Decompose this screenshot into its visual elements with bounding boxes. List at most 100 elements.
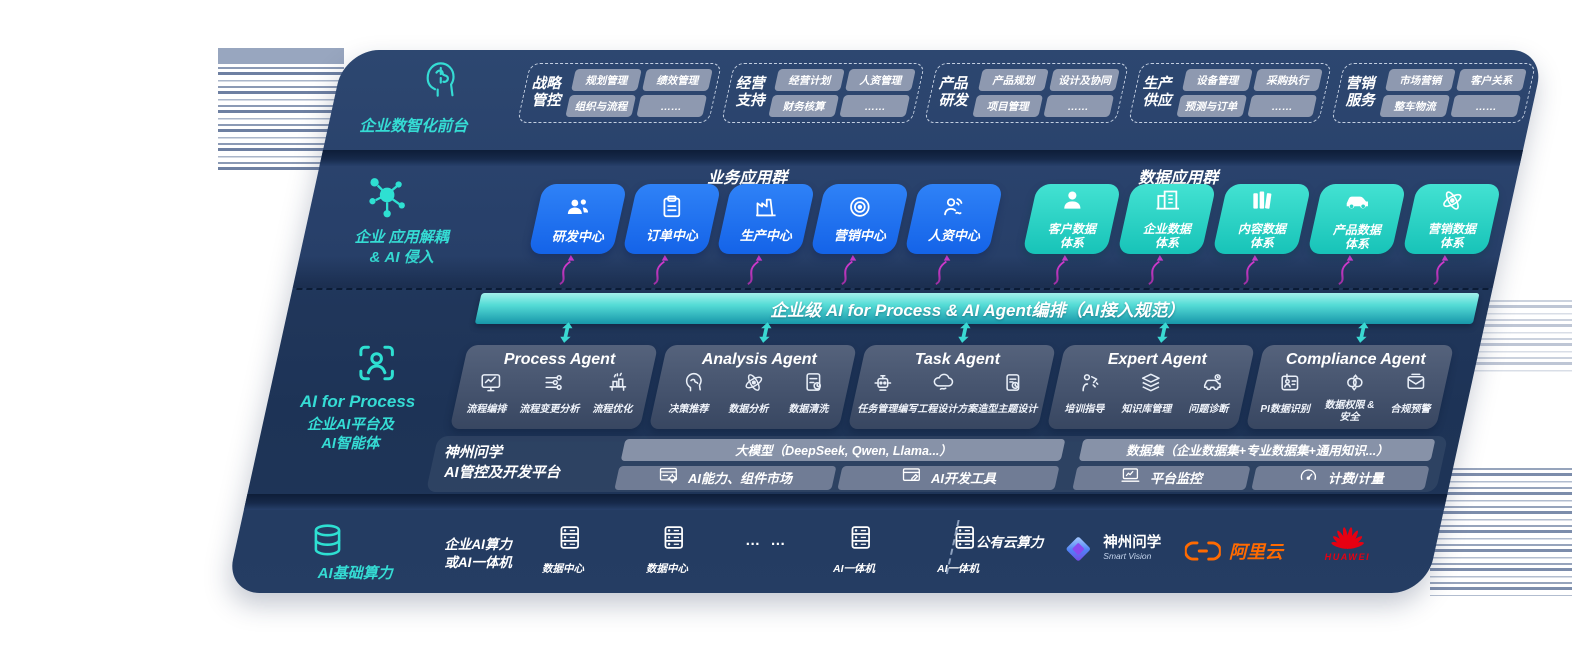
agent-item: 知识库管理 bbox=[1120, 371, 1180, 415]
platform-panel: 神州问学 AI管控及开发平台 大模型（DeepSeek, Qwen, Llama… bbox=[425, 436, 1449, 492]
agent-title: Analysis Agent bbox=[701, 351, 817, 368]
agent-wrap: Expert Agent 培训指导 知识库管理 问题诊断 bbox=[1046, 322, 1261, 429]
tag-pill: 客户关系 bbox=[1456, 69, 1527, 91]
front-office-group: 经营支持 经营计划 人资管理 财务核算 …… bbox=[720, 63, 926, 123]
permission-sync-icon bbox=[1344, 371, 1367, 399]
data-clean-doc-icon bbox=[802, 371, 825, 399]
robot-task-icon bbox=[871, 371, 894, 399]
floor-shadow bbox=[292, 256, 1500, 288]
agent-wrap: Process Agent 流程编排 流程变更分析 流程优化 bbox=[449, 322, 664, 429]
front-office-group: 生产供应 设备管理 采购执行 预测与订单 …… bbox=[1127, 63, 1333, 123]
agent-box: Process Agent 流程编排 流程变更分析 流程优化 bbox=[449, 345, 659, 429]
card-wrap: 营销数据体系 bbox=[1395, 184, 1502, 285]
business-card: 生产中心 bbox=[716, 184, 816, 254]
card-wrap: 产品数据体系 bbox=[1300, 184, 1407, 285]
data-cards-row: 客户数据体系 企业数据体系 bbox=[1015, 184, 1502, 285]
tag-pill: 项目管理 bbox=[972, 95, 1044, 117]
double-arrow-icon bbox=[758, 322, 771, 343]
front-office-group: 产品研发 产品规划 设计及协同 项目管理 …… bbox=[924, 63, 1129, 123]
tag-pill: 市场营销 bbox=[1385, 69, 1456, 91]
tag-pill: …… bbox=[1043, 95, 1114, 117]
tag-pill: 经营计划 bbox=[774, 69, 846, 91]
agent-box: Compliance Agent PI数据识别 数据权限 & 安全 合规预 bbox=[1245, 345, 1455, 429]
band-divider bbox=[243, 494, 1448, 510]
factory-icon bbox=[753, 194, 779, 225]
tag-pill: 设计及协同 bbox=[1048, 69, 1120, 91]
tag-pill: 绩效管理 bbox=[641, 69, 713, 91]
dataset-bar: 数据集（企业数据集+专业数据集+通用知识...） bbox=[1078, 438, 1436, 461]
compute-node: 数据中心 bbox=[633, 524, 708, 576]
tag-pill: 设备管理 bbox=[1181, 69, 1253, 91]
cloud-design-icon bbox=[931, 371, 954, 399]
business-card: 营销中心 bbox=[810, 184, 910, 254]
car-icon bbox=[1342, 186, 1371, 220]
diagnose-car-icon bbox=[1201, 371, 1224, 399]
tag-pill: …… bbox=[839, 95, 911, 117]
agents-row: Process Agent 流程编排 流程变更分析 流程优化 bbox=[449, 322, 1460, 429]
public-cloud-label: 公有云算力 bbox=[975, 535, 1044, 550]
stripe-decoration-right-bottom bbox=[1430, 468, 1572, 596]
magenta-arrow-icon bbox=[1148, 255, 1164, 285]
ai-bus-bar: 企业级 AI for Process & AI Agent编排（AI接入规范） bbox=[474, 293, 1480, 324]
training-person-icon bbox=[1078, 371, 1101, 399]
agent-title: Compliance Agent bbox=[1285, 351, 1426, 368]
tag-pill: …… bbox=[1450, 95, 1522, 117]
server-icon bbox=[660, 524, 687, 556]
front-office-group: 战略管控 规划管理 绩效管理 组织与流程 …… bbox=[516, 63, 722, 123]
onprem-label: 企业AI算力 或AI一体机 bbox=[444, 537, 512, 571]
model-cell-devtools: AI开发工具 bbox=[837, 465, 1060, 490]
compute-label: AI基础算力 bbox=[317, 565, 393, 582]
double-arrow-icon bbox=[957, 322, 970, 343]
agent-item: PI数据识别 bbox=[1257, 371, 1318, 423]
monitor-laptop-icon bbox=[1120, 465, 1141, 491]
molecule-icon bbox=[364, 174, 410, 225]
tag-pill: 整车物流 bbox=[1379, 95, 1451, 117]
card-wrap: 内容数据体系 bbox=[1205, 184, 1312, 285]
business-card: 订单中心 bbox=[622, 184, 722, 254]
building-icon bbox=[1153, 187, 1180, 219]
card-wrap: 生产中心 bbox=[709, 184, 816, 285]
agent-item: 任务管理 bbox=[856, 371, 906, 415]
card-wrap: 客户数据体系 bbox=[1015, 184, 1122, 285]
agent-item: 流程优化 bbox=[591, 371, 641, 415]
tag-pill: 人资管理 bbox=[845, 69, 917, 91]
agent-item: 问题诊断 bbox=[1186, 371, 1236, 415]
smartvision-logo: 神州问学 Smart Vision bbox=[1061, 532, 1161, 566]
business-card: 人资中心 bbox=[904, 184, 1004, 254]
model-bar: 大模型（DeepSeek, Qwen, Llama...） bbox=[620, 438, 1066, 461]
market-window-icon bbox=[658, 465, 679, 491]
ai-for-process-label: AI for Process bbox=[299, 392, 416, 411]
card-wrap: 人资中心 bbox=[897, 184, 1004, 285]
content-books-icon bbox=[1248, 187, 1275, 219]
front-office-label: 企业数智化前台 bbox=[359, 118, 468, 135]
alicloud-bracket-icon bbox=[1184, 541, 1221, 561]
agent-title: Expert Agent bbox=[1107, 351, 1207, 368]
data-column: 数据集（企业数据集+专业数据集+通用知识...） 平台监控 计费/计量 bbox=[1072, 438, 1436, 491]
magenta-arrow-icon bbox=[1243, 255, 1259, 285]
data-cell-billing: 计费/计量 bbox=[1251, 465, 1430, 490]
tag-pill: 财务核算 bbox=[768, 95, 840, 117]
alicloud-logo: 阿里云 bbox=[1184, 538, 1283, 564]
theme-check-icon bbox=[1001, 371, 1024, 399]
group-tags: 规划管理 绩效管理 组织与流程 …… bbox=[565, 69, 713, 117]
tag-pill: 预测与订单 bbox=[1175, 95, 1247, 117]
card-wrap: 订单中心 bbox=[615, 184, 722, 285]
group-title: 经营支持 bbox=[735, 76, 765, 109]
magenta-arrow-icon bbox=[653, 255, 669, 285]
team-icon bbox=[564, 193, 592, 226]
magenta-arrow-icon bbox=[1053, 255, 1069, 285]
group-title: 营销服务 bbox=[1345, 76, 1375, 109]
platform-slab: 企业数智化前台 战略管控 规划管理 绩效管理 组织与流程 …… 经营支持 经营计… bbox=[225, 50, 1545, 593]
group-tags: 产品规划 设计及协同 项目管理 …… bbox=[972, 69, 1120, 117]
agent-box: Task Agent 任务管理 编写工程设计方案 造型主题设计 bbox=[847, 345, 1057, 429]
agent-item: 流程编排 bbox=[464, 371, 514, 415]
model-cell-market: AI能力、组件市场 bbox=[614, 465, 837, 491]
decision-head-icon bbox=[682, 371, 705, 399]
compliance-mail-icon bbox=[1404, 371, 1427, 399]
knowledge-layers-icon bbox=[1140, 371, 1163, 399]
agent-item: 流程变更分析 bbox=[518, 371, 588, 415]
ai-bus-label: 企业级 AI for Process & AI Agent编排（AI接入规范） bbox=[769, 301, 1185, 320]
compute-node: 数据中心 bbox=[529, 524, 604, 576]
ai-platform-label: 企业AI平台及 AI智能体 bbox=[306, 417, 394, 452]
agent-item: 数据清洗 bbox=[787, 371, 837, 415]
